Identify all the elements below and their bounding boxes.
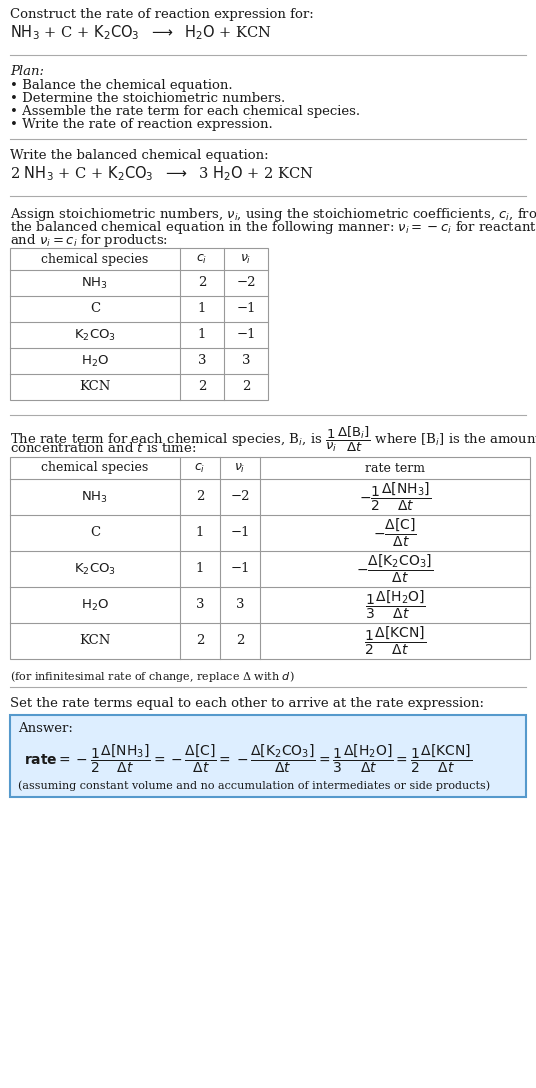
Text: chemical species: chemical species bbox=[41, 252, 148, 265]
Bar bbox=[10, 457, 530, 659]
Text: the balanced chemical equation in the following manner: $\nu_i = -c_i$ for react: the balanced chemical equation in the fo… bbox=[10, 219, 536, 236]
Text: $-\dfrac{1}{2}\dfrac{\Delta[\mathrm{NH_3}]}{\Delta t}$: $-\dfrac{1}{2}\dfrac{\Delta[\mathrm{NH_3… bbox=[359, 481, 431, 514]
Text: 3: 3 bbox=[196, 598, 204, 611]
Text: • Assemble the rate term for each chemical species.: • Assemble the rate term for each chemic… bbox=[10, 106, 360, 118]
Text: −1: −1 bbox=[236, 329, 256, 342]
Text: 3: 3 bbox=[198, 355, 206, 368]
Text: • Determine the stoichiometric numbers.: • Determine the stoichiometric numbers. bbox=[10, 92, 285, 106]
Text: $\dfrac{1}{2}\dfrac{\Delta[\mathrm{KCN}]}{\Delta t}$: $\dfrac{1}{2}\dfrac{\Delta[\mathrm{KCN}]… bbox=[364, 625, 426, 657]
Text: chemical species: chemical species bbox=[41, 461, 148, 474]
Text: 3: 3 bbox=[242, 355, 250, 368]
Text: 2: 2 bbox=[198, 276, 206, 289]
Text: 2: 2 bbox=[196, 634, 204, 647]
Text: −2: −2 bbox=[236, 276, 256, 289]
Text: Set the rate terms equal to each other to arrive at the rate expression:: Set the rate terms equal to each other t… bbox=[10, 697, 484, 710]
Text: −1: −1 bbox=[230, 562, 250, 576]
Text: $\mathrm{K_2CO_3}$: $\mathrm{K_2CO_3}$ bbox=[74, 561, 116, 577]
Text: $\mathrm{K_2CO_3}$: $\mathrm{K_2CO_3}$ bbox=[74, 327, 116, 343]
Text: Construct the rate of reaction expression for:: Construct the rate of reaction expressio… bbox=[10, 8, 314, 21]
Text: $\nu_i$: $\nu_i$ bbox=[240, 252, 252, 265]
Text: C: C bbox=[90, 302, 100, 316]
Text: C: C bbox=[90, 527, 100, 540]
Text: KCN: KCN bbox=[79, 381, 111, 394]
Text: $\mathrm{NH_3}$: $\mathrm{NH_3}$ bbox=[81, 490, 109, 505]
Text: Answer:: Answer: bbox=[18, 722, 73, 735]
Bar bbox=[10, 248, 268, 400]
Text: Write the balanced chemical equation:: Write the balanced chemical equation: bbox=[10, 149, 269, 162]
Text: $\mathbf{rate} = -\dfrac{1}{2}\dfrac{\Delta[\mathrm{NH_3}]}{\Delta t} = -\dfrac{: $\mathbf{rate} = -\dfrac{1}{2}\dfrac{\De… bbox=[24, 743, 472, 776]
Text: $-\dfrac{\Delta[\mathrm{C}]}{\Delta t}$: $-\dfrac{\Delta[\mathrm{C}]}{\Delta t}$ bbox=[373, 517, 417, 549]
Text: 2: 2 bbox=[236, 634, 244, 647]
Text: Plan:: Plan: bbox=[10, 65, 44, 78]
Text: $c_i$: $c_i$ bbox=[195, 461, 206, 474]
Text: (for infinitesimal rate of change, replace Δ with $d$): (for infinitesimal rate of change, repla… bbox=[10, 669, 295, 684]
Text: $\mathrm{NH_3}$: $\mathrm{NH_3}$ bbox=[81, 275, 109, 290]
Text: −1: −1 bbox=[236, 302, 256, 316]
Text: $c_i$: $c_i$ bbox=[196, 252, 207, 265]
Text: 2: 2 bbox=[198, 381, 206, 394]
Text: $\nu_i$: $\nu_i$ bbox=[234, 461, 245, 474]
Text: 2 $\mathrm{NH_3}$ + C + $\mathrm{K_2CO_3}$  $\longrightarrow$  3 $\mathrm{H_2O}$: 2 $\mathrm{NH_3}$ + C + $\mathrm{K_2CO_3… bbox=[10, 164, 314, 183]
Text: $\dfrac{1}{3}\dfrac{\Delta[\mathrm{H_2O}]}{\Delta t}$: $\dfrac{1}{3}\dfrac{\Delta[\mathrm{H_2O}… bbox=[364, 589, 426, 621]
Text: 1: 1 bbox=[196, 562, 204, 576]
Text: and $\nu_i = c_i$ for products:: and $\nu_i = c_i$ for products: bbox=[10, 232, 168, 249]
Text: rate term: rate term bbox=[365, 461, 425, 474]
Text: (assuming constant volume and no accumulation of intermediates or side products): (assuming constant volume and no accumul… bbox=[18, 780, 490, 791]
Text: Assign stoichiometric numbers, $\nu_i$, using the stoichiometric coefficients, $: Assign stoichiometric numbers, $\nu_i$, … bbox=[10, 206, 536, 223]
Text: −2: −2 bbox=[230, 491, 250, 504]
Text: $\mathrm{H_2O}$: $\mathrm{H_2O}$ bbox=[81, 597, 109, 613]
Text: • Write the rate of reaction expression.: • Write the rate of reaction expression. bbox=[10, 118, 273, 131]
Text: 1: 1 bbox=[198, 329, 206, 342]
Text: 2: 2 bbox=[196, 491, 204, 504]
Text: $-\dfrac{\Delta[\mathrm{K_2CO_3}]}{\Delta t}$: $-\dfrac{\Delta[\mathrm{K_2CO_3}]}{\Delt… bbox=[356, 553, 434, 585]
Text: 1: 1 bbox=[196, 527, 204, 540]
Text: 3: 3 bbox=[236, 598, 244, 611]
Text: $\mathrm{NH_3}$ + C + $\mathrm{K_2CO_3}$  $\longrightarrow$  $\mathrm{H_2O}$ + K: $\mathrm{NH_3}$ + C + $\mathrm{K_2CO_3}$… bbox=[10, 23, 272, 41]
Text: −1: −1 bbox=[230, 527, 250, 540]
Text: $\mathrm{H_2O}$: $\mathrm{H_2O}$ bbox=[81, 354, 109, 369]
Text: The rate term for each chemical species, B$_i$, is $\dfrac{1}{\nu_i}\dfrac{\Delt: The rate term for each chemical species,… bbox=[10, 425, 536, 455]
Text: 2: 2 bbox=[242, 381, 250, 394]
Bar bbox=[10, 715, 526, 798]
Text: KCN: KCN bbox=[79, 634, 111, 647]
Text: 1: 1 bbox=[198, 302, 206, 316]
Text: concentration and $t$ is time:: concentration and $t$ is time: bbox=[10, 441, 197, 455]
Text: • Balance the chemical equation.: • Balance the chemical equation. bbox=[10, 79, 233, 92]
